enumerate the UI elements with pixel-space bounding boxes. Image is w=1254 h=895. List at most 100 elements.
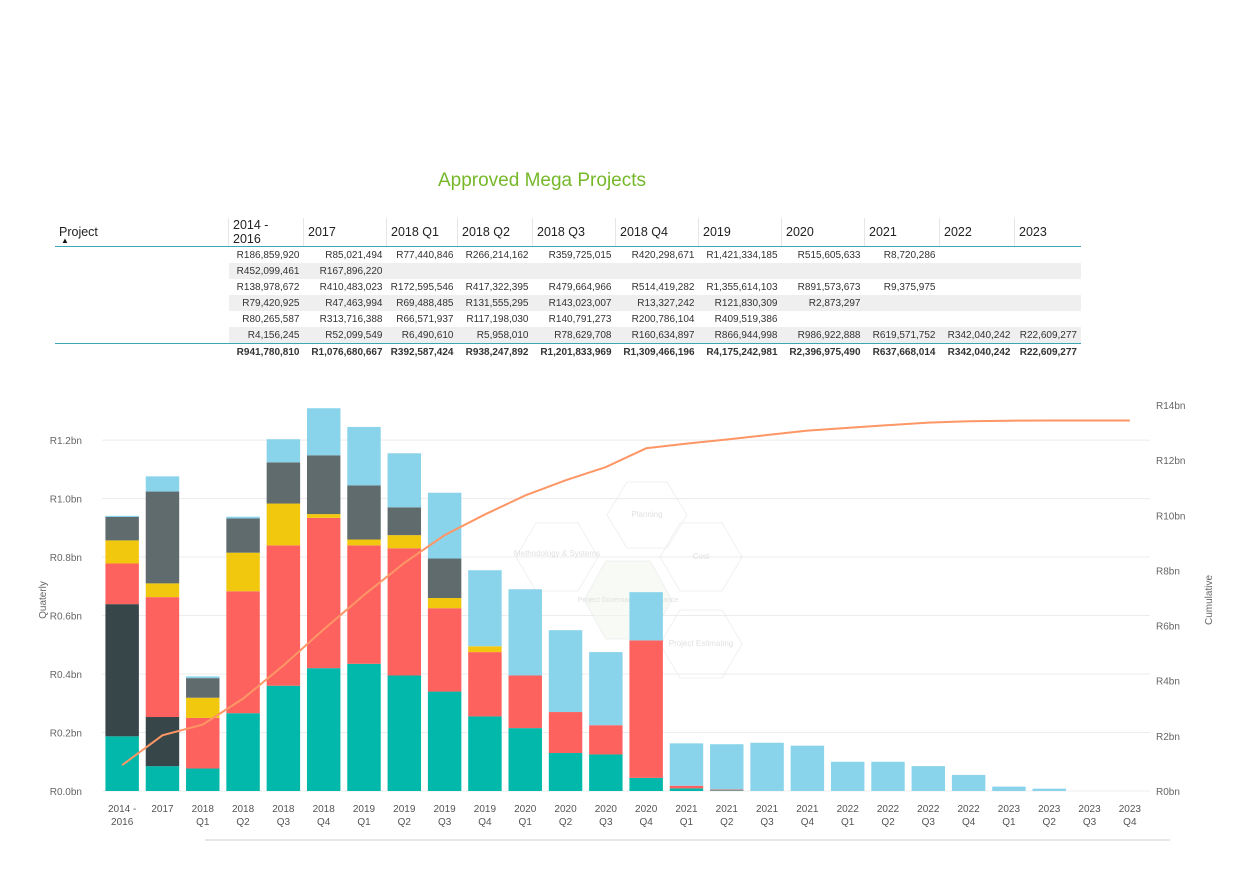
bar-segment[interactable]	[266, 462, 301, 504]
bar-segment[interactable]	[186, 717, 220, 769]
column-header[interactable]: 2018 Q4	[615, 218, 699, 247]
bar-segment[interactable]	[387, 507, 422, 536]
bar-segment[interactable]	[186, 678, 220, 698]
bar-segment[interactable]	[911, 766, 946, 791]
bar-segment[interactable]	[468, 652, 502, 717]
bar-segment[interactable]	[145, 717, 180, 767]
bar-segment[interactable]	[266, 685, 301, 791]
column-header-project[interactable]: Project ▲	[55, 218, 229, 247]
bar-segment[interactable]	[387, 548, 422, 676]
bar-segment[interactable]	[105, 736, 139, 791]
bar-segment[interactable]	[145, 766, 180, 791]
bar-segment[interactable]	[669, 743, 704, 786]
x-tick-label: 2022	[957, 804, 980, 815]
table-row[interactable]: R186,859,920 R85,021,494 R77,440,846 R26…	[55, 246, 1081, 263]
table-row[interactable]: R80,265,587 R313,716,388 R66,571,937 R11…	[55, 311, 1081, 327]
bar-segment[interactable]	[347, 663, 381, 791]
bar-segment[interactable]	[226, 713, 260, 791]
bar-segment[interactable]	[105, 563, 139, 605]
column-header[interactable]: 2018 Q3	[532, 218, 616, 247]
bar-segment[interactable]	[145, 583, 180, 598]
bar-segment[interactable]	[468, 646, 502, 653]
bar-segment[interactable]	[790, 745, 825, 791]
bar-segment[interactable]	[306, 517, 341, 669]
bar-segment[interactable]	[710, 790, 744, 791]
bar-segment[interactable]	[992, 786, 1026, 791]
column-header[interactable]: 2017	[303, 218, 387, 247]
bar-segment[interactable]	[468, 570, 502, 647]
column-header[interactable]: 2023	[1014, 218, 1081, 247]
bar-segment[interactable]	[226, 591, 260, 714]
bar-segment[interactable]	[347, 485, 381, 540]
bar-segment[interactable]	[427, 608, 462, 692]
bar-segment[interactable]	[629, 640, 663, 778]
table-row[interactable]: R138,978,672 R410,483,023 R172,595,546 R…	[55, 279, 1081, 295]
bar-segment[interactable]	[387, 453, 422, 508]
bar-segment[interactable]	[508, 589, 542, 676]
bar-segment[interactable]	[306, 455, 341, 515]
bar-segment[interactable]	[427, 558, 462, 598]
bar-segment[interactable]	[105, 604, 139, 737]
x-tick-label: Q2	[559, 817, 573, 828]
sort-ascending-icon[interactable]: ▲	[61, 236, 69, 245]
bar-segment[interactable]	[629, 777, 663, 791]
bar-segment[interactable]	[710, 744, 744, 790]
column-header[interactable]: 2019	[698, 218, 782, 247]
bar-segment[interactable]	[266, 503, 301, 546]
bar-segment[interactable]	[1032, 788, 1066, 791]
bar-segment[interactable]	[427, 492, 462, 559]
bar-segment[interactable]	[266, 439, 301, 463]
bar-segment[interactable]	[629, 592, 663, 641]
bar-segment[interactable]	[306, 408, 341, 456]
table-row[interactable]: R452,099,461 R167,896,220	[55, 263, 1081, 279]
bar-segment[interactable]	[750, 742, 784, 791]
bar-segment[interactable]	[186, 676, 220, 679]
bar-segment[interactable]	[186, 768, 220, 791]
bar-segment[interactable]	[669, 788, 704, 791]
bar-segment[interactable]	[548, 752, 583, 791]
bar-segment[interactable]	[347, 426, 381, 486]
bar-segment[interactable]	[427, 598, 462, 609]
bar-segment[interactable]	[508, 675, 542, 729]
bar-segment[interactable]	[145, 597, 180, 718]
bar-segment[interactable]	[548, 712, 583, 753]
bar-segment[interactable]	[710, 789, 744, 791]
bar-segment[interactable]	[589, 652, 623, 726]
bar-segment[interactable]	[306, 668, 341, 791]
cumulative-line[interactable]	[121, 419, 1130, 766]
table-row[interactable]: R79,420,925 R47,463,994 R69,488,485 R131…	[55, 295, 1081, 311]
table-cell	[781, 263, 865, 279]
bar-segment[interactable]	[145, 491, 180, 584]
bar-segment[interactable]	[105, 516, 139, 541]
bar-segment[interactable]	[266, 545, 301, 686]
bar-segment[interactable]	[830, 761, 865, 791]
column-header[interactable]: 2020	[781, 218, 865, 247]
column-header[interactable]: 2018 Q1	[386, 218, 458, 247]
bar-segment[interactable]	[951, 774, 986, 791]
column-header[interactable]: 2018 Q2	[457, 218, 533, 247]
bar-segment[interactable]	[589, 754, 623, 791]
column-header[interactable]: 2021	[864, 218, 940, 247]
bar-segment[interactable]	[468, 716, 502, 791]
bar-segment[interactable]	[226, 518, 260, 553]
bar-segment[interactable]	[427, 691, 462, 791]
bar-segment[interactable]	[226, 552, 260, 592]
bar-segment[interactable]	[105, 515, 139, 517]
table-cell: R80,265,587	[242, 313, 300, 325]
table-row[interactable]: R4,156,245 R52,099,549 R6,490,610 R5,958…	[55, 327, 1081, 344]
bar-segment[interactable]	[387, 535, 422, 549]
bar-segment[interactable]	[347, 539, 381, 546]
column-header[interactable]: 2022	[939, 218, 1015, 247]
bar-segment[interactable]	[145, 476, 180, 492]
bar-segment[interactable]	[186, 697, 220, 718]
bar-segment[interactable]	[871, 761, 905, 791]
bar-segment[interactable]	[306, 514, 341, 518]
bar-segment[interactable]	[548, 630, 583, 713]
bar-segment[interactable]	[589, 725, 623, 755]
bar-segment[interactable]	[226, 516, 260, 519]
bar-segment[interactable]	[387, 675, 422, 791]
column-header[interactable]: 2014 - 2016	[228, 218, 304, 247]
bar-segment[interactable]	[508, 728, 542, 791]
bar-segment[interactable]	[105, 540, 139, 564]
bar-segment[interactable]	[669, 785, 704, 789]
